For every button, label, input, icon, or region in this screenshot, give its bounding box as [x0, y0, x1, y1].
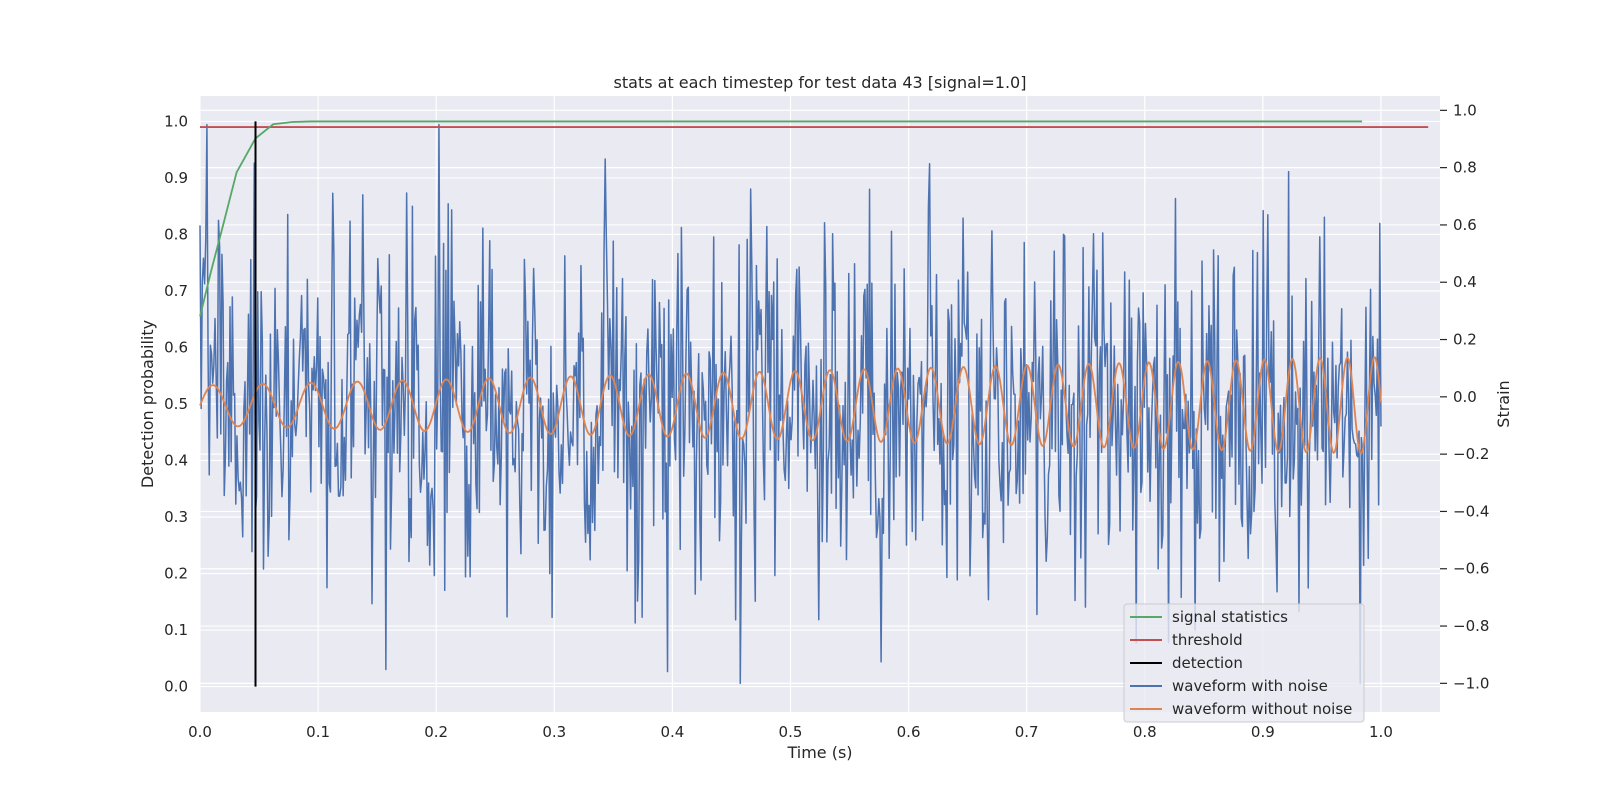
y2-tick-label: −0.8	[1453, 617, 1489, 635]
y-tick-label: 1.0	[164, 112, 188, 130]
y-tick-label: 0.2	[164, 565, 188, 583]
x-tick-label: 0.5	[779, 723, 803, 741]
x-tick-label: 0.4	[660, 723, 684, 741]
y2-tick-label: 0.6	[1453, 216, 1477, 234]
waveform-with-noise-line	[199, 123, 1382, 685]
y2-axis-label: Strain	[1494, 380, 1513, 427]
legend-label-waveform-with-noise: waveform with noise	[1172, 677, 1328, 695]
y2-tick-label: 0.8	[1453, 159, 1477, 177]
y2-tick-label: −0.6	[1453, 560, 1489, 578]
y2-tick-label: −0.2	[1453, 445, 1489, 463]
legend-label-threshold: threshold	[1172, 631, 1243, 649]
y-tick-label: 0.4	[164, 452, 188, 470]
waveform-without-noise-line	[199, 356, 1382, 455]
x-ticks: 0.0 0.1 0.2 0.3 0.4 0.5 0.6 0.7 0.8 0.9 1.0	[188, 723, 1393, 741]
x-tick-label: 0.1	[306, 723, 330, 741]
y-axis-label: Detection probability	[138, 320, 157, 488]
legend-label-waveform-without-noise: waveform without noise	[1172, 700, 1352, 718]
legend-label-signal-statistics: signal statistics	[1172, 608, 1288, 626]
y2-tick-label: −1.0	[1453, 674, 1489, 692]
y2-tick-label: 0.4	[1453, 273, 1477, 291]
y2-tick-label: −0.4	[1453, 502, 1489, 520]
y2-ticks: −1.0 −0.8 −0.6 −0.4 −0.2 0.0 0.2 0.4 0.6 0.8 1.0	[1440, 101, 1489, 692]
y-tick-label: 0.0	[164, 678, 188, 696]
y2-tick-label: 0.2	[1453, 331, 1477, 349]
y2-tick-label: 0.0	[1453, 388, 1477, 406]
y-tick-label: 0.1	[164, 621, 188, 639]
y-tick-label: 0.5	[164, 395, 188, 413]
y-ticks: 0.0 0.1 0.2 0.3 0.4 0.5 0.6 0.7 0.8 0.9 1.0	[164, 112, 188, 695]
y-tick-label: 0.3	[164, 508, 188, 526]
series-layer	[199, 120, 1429, 687]
x-tick-label: 0.0	[188, 723, 212, 741]
legend-box	[1123, 603, 1365, 723]
x-tick-label: 0.9	[1251, 723, 1275, 741]
x-tick-label: 0.7	[1015, 723, 1039, 741]
y-tick-label: 0.6	[164, 338, 188, 356]
y2-tick-label: 1.0	[1453, 101, 1477, 119]
legend-label-detection: detection	[1172, 654, 1243, 672]
y-tick-label: 0.8	[164, 225, 188, 243]
x-tick-label: 1.0	[1369, 723, 1393, 741]
y-tick-label: 0.9	[164, 169, 188, 187]
x-tick-label: 0.8	[1133, 723, 1157, 741]
chart-title: stats at each timestep for test data 43 …	[614, 73, 1027, 92]
x-tick-label: 0.3	[542, 723, 566, 741]
y-tick-label: 0.7	[164, 282, 188, 300]
legend: signal statistics threshold detection wa…	[1123, 603, 1365, 723]
x-axis-label: Time (s)	[786, 743, 852, 762]
x-tick-label: 0.2	[424, 723, 448, 741]
x-tick-label: 0.6	[897, 723, 921, 741]
signal-statistics-line	[199, 120, 1363, 317]
